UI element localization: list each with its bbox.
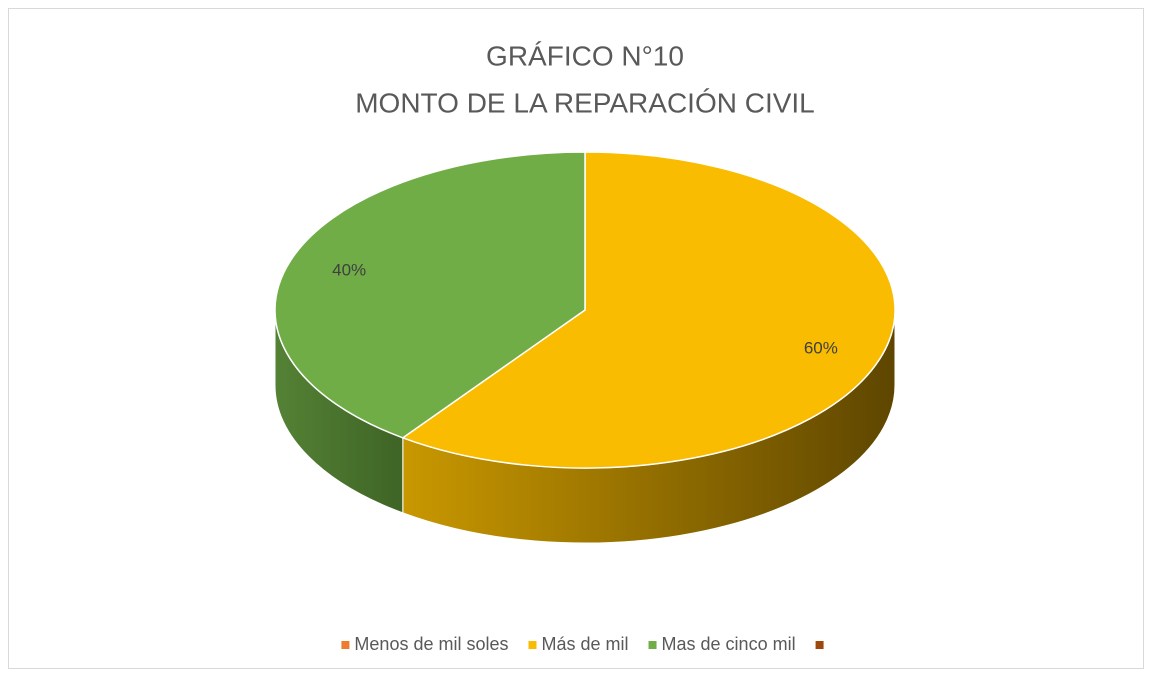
legend-swatch [815,641,824,649]
chart-subtitle: MONTO DE LA REPARACIÓN CIVIL [355,87,815,118]
data-label: 40% [332,260,366,279]
data-label: 60% [804,339,838,358]
legend-swatch [341,641,350,649]
legend-label: Más de mil [542,634,629,654]
pie-slice [274,151,586,439]
pie-slice [401,151,896,469]
legend-label: Menos de mil soles [354,634,508,654]
legend-label: Mas de cinco mil [662,634,796,654]
legend-swatch [528,641,537,649]
legend-swatch [648,641,657,649]
chart-title: GRÁFICO N°10 [486,40,684,71]
